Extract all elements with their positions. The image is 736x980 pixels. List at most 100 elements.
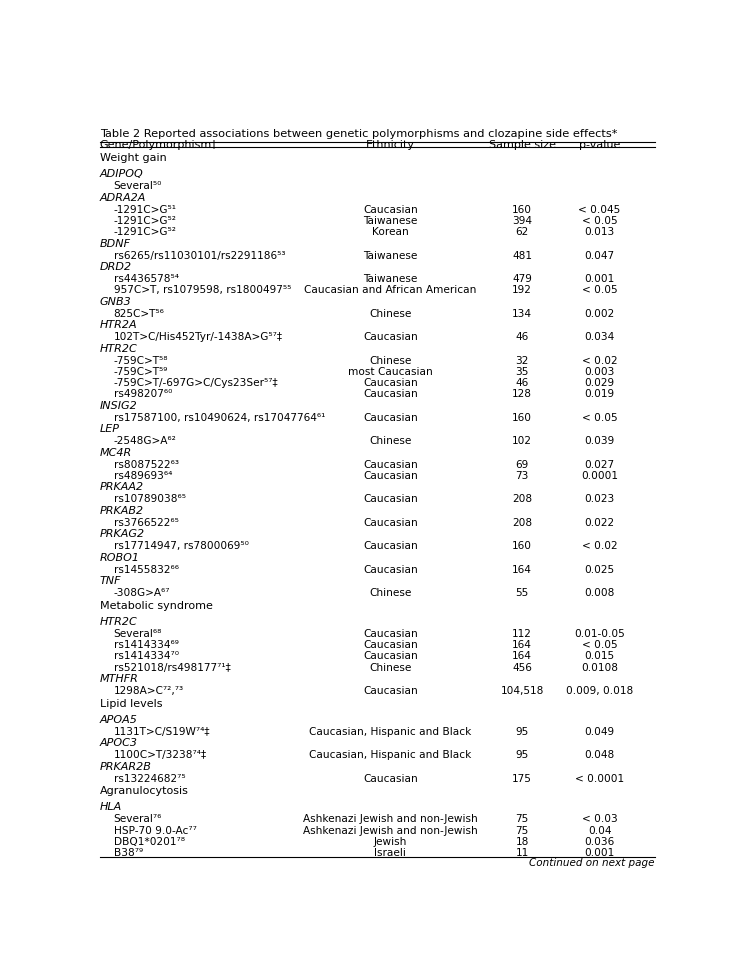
Text: rs4436578⁵⁴: rs4436578⁵⁴ bbox=[113, 274, 179, 284]
Text: PRKAB2: PRKAB2 bbox=[100, 506, 144, 515]
Text: 164: 164 bbox=[512, 564, 532, 574]
Text: 0.036: 0.036 bbox=[584, 837, 615, 847]
Text: rs1455832⁶⁶: rs1455832⁶⁶ bbox=[113, 564, 179, 574]
Text: Caucasian: Caucasian bbox=[363, 652, 418, 662]
Text: 0.002: 0.002 bbox=[584, 309, 615, 318]
Text: Several⁷⁶: Several⁷⁶ bbox=[113, 814, 162, 824]
Text: 75: 75 bbox=[515, 814, 528, 824]
Text: Taiwanese: Taiwanese bbox=[363, 216, 417, 226]
Text: 73: 73 bbox=[515, 471, 528, 481]
Text: 164: 164 bbox=[512, 652, 532, 662]
Text: 957C>T, rs1079598, rs1800497⁵⁵: 957C>T, rs1079598, rs1800497⁵⁵ bbox=[113, 285, 291, 295]
Text: Ashkenazi Jewish and non-Jewish: Ashkenazi Jewish and non-Jewish bbox=[303, 826, 478, 836]
Text: GNB3: GNB3 bbox=[100, 297, 132, 307]
Text: DBQ1*0201⁷⁸: DBQ1*0201⁷⁸ bbox=[113, 837, 185, 847]
Text: rs489693⁶⁴: rs489693⁶⁴ bbox=[113, 471, 172, 481]
Text: 0.022: 0.022 bbox=[584, 517, 615, 528]
Text: 394: 394 bbox=[512, 216, 532, 226]
Text: -1291C>G⁵²: -1291C>G⁵² bbox=[113, 227, 177, 237]
Text: Several⁵⁰: Several⁵⁰ bbox=[113, 181, 162, 191]
Text: Lipid levels: Lipid levels bbox=[100, 699, 162, 709]
Text: < 0.05: < 0.05 bbox=[582, 216, 618, 226]
Text: Caucasian, Hispanic and Black: Caucasian, Hispanic and Black bbox=[309, 727, 472, 737]
Text: -759C>T/-697G>C/Cys23Ser⁵⁷‡: -759C>T/-697G>C/Cys23Ser⁵⁷‡ bbox=[113, 378, 278, 388]
Text: Sample size: Sample size bbox=[489, 139, 556, 150]
Text: 160: 160 bbox=[512, 205, 532, 215]
Text: 18: 18 bbox=[515, 837, 528, 847]
Text: Caucasian: Caucasian bbox=[363, 378, 418, 388]
Text: HTR2A: HTR2A bbox=[100, 320, 138, 330]
Text: -759C>T⁵⁸: -759C>T⁵⁸ bbox=[113, 356, 169, 366]
Text: Ethnicity: Ethnicity bbox=[366, 139, 415, 150]
Text: Chinese: Chinese bbox=[369, 588, 411, 598]
Text: Caucasian, Hispanic and Black: Caucasian, Hispanic and Black bbox=[309, 751, 472, 760]
Text: 0.0108: 0.0108 bbox=[581, 662, 618, 672]
Text: 0.023: 0.023 bbox=[584, 495, 615, 505]
Text: -759C>T⁵⁹: -759C>T⁵⁹ bbox=[113, 367, 168, 377]
Text: rs1414334⁶⁹: rs1414334⁶⁹ bbox=[113, 640, 179, 650]
Text: Weight gain: Weight gain bbox=[100, 153, 166, 164]
Text: rs498207⁶⁰: rs498207⁶⁰ bbox=[113, 389, 172, 400]
Text: PRKAA2: PRKAA2 bbox=[100, 482, 144, 492]
Text: Caucasian: Caucasian bbox=[363, 640, 418, 650]
Text: 104,518: 104,518 bbox=[500, 686, 544, 696]
Text: INSIG2: INSIG2 bbox=[100, 401, 138, 411]
Text: Ashkenazi Jewish and non-Jewish: Ashkenazi Jewish and non-Jewish bbox=[303, 814, 478, 824]
Text: Caucasian: Caucasian bbox=[363, 773, 418, 784]
Text: 0.025: 0.025 bbox=[584, 564, 615, 574]
Text: Metabolic syndrome: Metabolic syndrome bbox=[100, 601, 213, 611]
Text: 175: 175 bbox=[512, 773, 532, 784]
Text: Jewish: Jewish bbox=[374, 837, 407, 847]
Text: 128: 128 bbox=[512, 389, 532, 400]
Text: rs13224682⁷⁵: rs13224682⁷⁵ bbox=[113, 773, 185, 784]
Text: 46: 46 bbox=[515, 378, 528, 388]
Text: 0.039: 0.039 bbox=[584, 436, 615, 446]
Text: p-value: p-value bbox=[579, 139, 620, 150]
Text: PRKAR2B: PRKAR2B bbox=[100, 761, 152, 771]
Text: 0.013: 0.013 bbox=[584, 227, 615, 237]
Text: 0.015: 0.015 bbox=[584, 652, 615, 662]
Text: -2548G>A⁶²: -2548G>A⁶² bbox=[113, 436, 177, 446]
Text: Caucasian: Caucasian bbox=[363, 332, 418, 342]
Text: 95: 95 bbox=[515, 751, 528, 760]
Text: 75: 75 bbox=[515, 826, 528, 836]
Text: HTR2C: HTR2C bbox=[100, 616, 138, 627]
Text: Caucasian: Caucasian bbox=[363, 205, 418, 215]
Text: Caucasian: Caucasian bbox=[363, 413, 418, 423]
Text: Chinese: Chinese bbox=[369, 662, 411, 672]
Text: MC4R: MC4R bbox=[100, 448, 132, 458]
Text: rs3766522⁶⁵: rs3766522⁶⁵ bbox=[113, 517, 179, 528]
Text: ROBO1: ROBO1 bbox=[100, 553, 140, 563]
Text: Korean: Korean bbox=[372, 227, 408, 237]
Text: 62: 62 bbox=[515, 227, 528, 237]
Text: most Caucasian: most Caucasian bbox=[348, 367, 433, 377]
Text: < 0.0001: < 0.0001 bbox=[575, 773, 624, 784]
Text: < 0.02: < 0.02 bbox=[582, 356, 618, 366]
Text: Chinese: Chinese bbox=[369, 436, 411, 446]
Text: Caucasian: Caucasian bbox=[363, 564, 418, 574]
Text: ADIPOQ: ADIPOQ bbox=[100, 170, 144, 179]
Text: 0.029: 0.029 bbox=[584, 378, 615, 388]
Text: 32: 32 bbox=[515, 356, 528, 366]
Text: < 0.05: < 0.05 bbox=[582, 413, 618, 423]
Text: Caucasian: Caucasian bbox=[363, 460, 418, 469]
Text: -308G>A⁶⁷: -308G>A⁶⁷ bbox=[113, 588, 170, 598]
Text: 0.009, 0.018: 0.009, 0.018 bbox=[566, 686, 633, 696]
Text: 160: 160 bbox=[512, 541, 532, 552]
Text: 1100C>T/3238⁷⁴‡: 1100C>T/3238⁷⁴‡ bbox=[113, 751, 207, 760]
Text: 825C>T⁵⁶: 825C>T⁵⁶ bbox=[113, 309, 165, 318]
Text: Caucasian: Caucasian bbox=[363, 389, 418, 400]
Text: Caucasian: Caucasian bbox=[363, 541, 418, 552]
Text: rs17587100, rs10490624, rs17047764⁶¹: rs17587100, rs10490624, rs17047764⁶¹ bbox=[113, 413, 325, 423]
Text: TNF: TNF bbox=[100, 576, 121, 586]
Text: DRD2: DRD2 bbox=[100, 262, 132, 272]
Text: ADRA2A: ADRA2A bbox=[100, 193, 146, 203]
Text: 102: 102 bbox=[512, 436, 532, 446]
Text: 0.01-0.05: 0.01-0.05 bbox=[574, 629, 625, 639]
Text: B38⁷⁹: B38⁷⁹ bbox=[113, 849, 143, 858]
Text: 0.04: 0.04 bbox=[588, 826, 612, 836]
Text: 46: 46 bbox=[515, 332, 528, 342]
Text: Caucasian: Caucasian bbox=[363, 517, 418, 528]
Text: rs10789038⁶⁵: rs10789038⁶⁵ bbox=[113, 495, 185, 505]
Text: 0.001: 0.001 bbox=[584, 274, 615, 284]
